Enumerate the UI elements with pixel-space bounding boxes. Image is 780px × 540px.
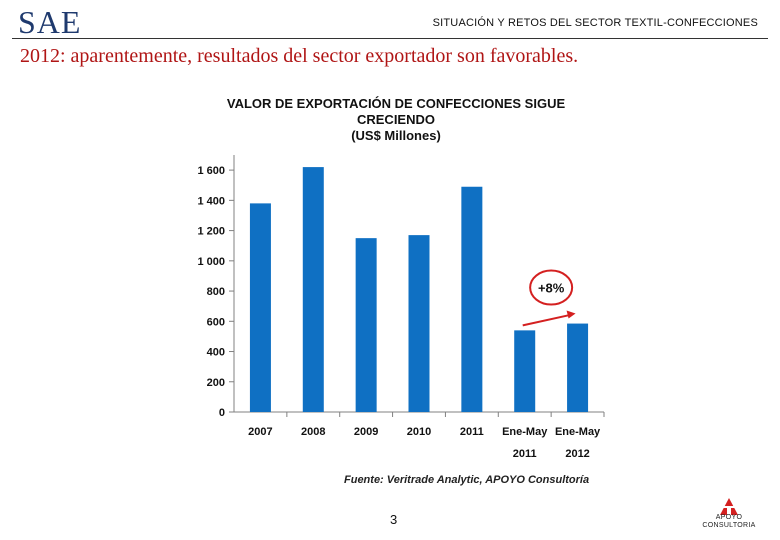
apoyo-logo-icon — [719, 498, 739, 515]
bar-chart: 0 200 400 600 800 1 000 1 200 1 400 1 600 2007 200… — [197, 155, 605, 460]
x-tick-label: 2009 — [354, 426, 378, 438]
bar — [514, 330, 536, 412]
apoyo-logo-text: APOYO CONSULTORIA — [696, 514, 762, 530]
bar — [408, 235, 430, 412]
x-tick-label: 2011 — [460, 426, 484, 438]
y-tick-label: 800 — [207, 286, 225, 298]
bar — [461, 186, 483, 412]
x-tick-label: 2008 — [301, 426, 325, 438]
y-tick-label: 0 — [219, 407, 225, 419]
header-divider — [12, 38, 768, 39]
x-tick-label: Ene-May — [555, 426, 601, 438]
x-tick-label-line-2: 2012 — [565, 448, 589, 460]
slide-headline: 2012: aparentemente, resultados del sect… — [20, 45, 579, 67]
y-tick-label: 1 000 — [197, 256, 225, 268]
apoyo-logo: APOYO CONSULTORIA — [696, 496, 762, 532]
chart-source: Fuente: Veritrade Analytic, APOYO Consul… — [344, 474, 590, 486]
y-tick-label: 1 200 — [197, 226, 225, 238]
growth-arrow-line — [522, 314, 570, 327]
x-tick-label-line-2: 2011 — [513, 448, 537, 460]
x-tick-label: 2007 — [248, 426, 272, 438]
chart-title-line-1: VALOR DE EXPORTACIÓN DE CONFECCIONES SIG… — [226, 96, 566, 111]
chart-figure: 0 200 400 600 800 1 000 1 200 1 400 1 600 2007 200… — [186, 85, 614, 493]
annotation-label: +8% — [538, 281, 565, 296]
x-tick-label: Ene-May — [502, 426, 548, 438]
brand-logo-text: SAE — [18, 4, 82, 40]
section-title: SITUACIÓN Y RETOS DEL SECTOR TEXTIL-CONF… — [432, 17, 758, 29]
bar — [355, 238, 377, 412]
y-tick-label: 600 — [207, 316, 225, 328]
x-tick-label: 2010 — [407, 426, 431, 438]
bar — [567, 323, 589, 412]
chart-title-line-2: CRECIENDO — [356, 112, 435, 127]
chart-title: VALOR DE EXPORTACIÓN DE CONFECCIONES SIG… — [206, 96, 586, 144]
growth-arrow-head — [566, 310, 576, 319]
logo-line-1: APOYO — [715, 514, 743, 521]
y-tick-label: 400 — [207, 347, 225, 359]
y-tick-label: 1 400 — [197, 195, 225, 207]
annotation-circle — [529, 269, 574, 306]
y-tick-label: 200 — [207, 377, 225, 389]
bar — [302, 167, 324, 412]
bar — [249, 203, 271, 412]
chart-title-line-3: (US$ Millones) — [351, 128, 441, 143]
page-number: 3 — [390, 512, 398, 527]
y-tick-label: 1 600 — [197, 165, 225, 177]
logo-line-2: CONSULTORIA — [702, 522, 756, 529]
